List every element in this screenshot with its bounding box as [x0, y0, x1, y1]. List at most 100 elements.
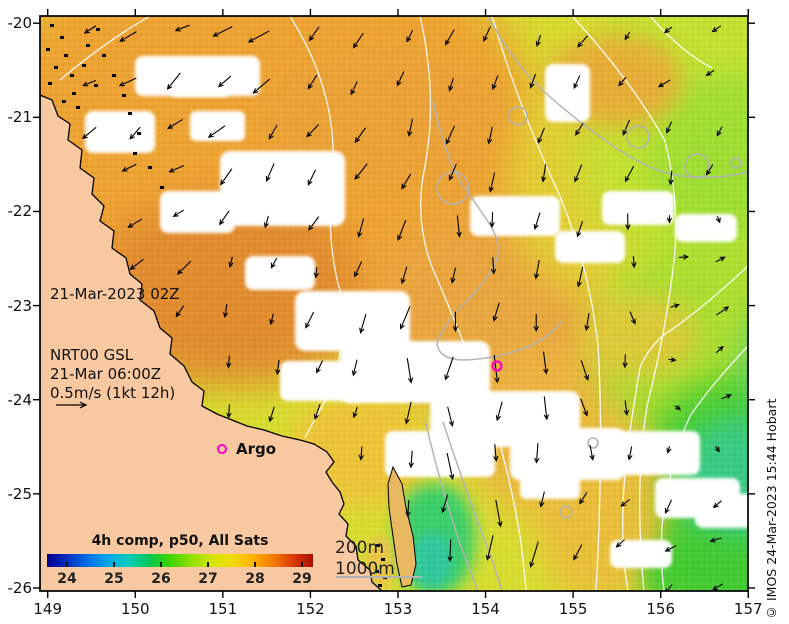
current-vector-arrow	[674, 405, 682, 411]
current-vector-arrow	[269, 313, 275, 326]
current-vector-arrow	[407, 118, 413, 137]
current-vector-arrow	[716, 126, 723, 137]
x-tick-label: 151	[208, 600, 238, 618]
x-tick-label: 154	[471, 600, 500, 618]
islet	[60, 36, 64, 39]
current-vector-arrow	[401, 173, 412, 190]
current-vector-arrow	[226, 355, 232, 369]
current-vector-arrow	[721, 394, 732, 400]
current-vector-arrow	[624, 165, 635, 183]
current-vector-arrow	[489, 212, 495, 229]
current-vector-arrow	[573, 544, 583, 561]
current-vector-arrow	[268, 406, 275, 423]
current-vector-arrow	[666, 215, 672, 224]
current-vector-arrow	[351, 359, 358, 377]
current-vector-arrow	[629, 311, 636, 325]
y-tick-label: -20	[7, 14, 33, 33]
current-vector-arrow	[247, 30, 270, 43]
current-vector-arrow	[668, 357, 677, 363]
current-vector-arrow	[657, 79, 671, 88]
ssh-contour-line	[491, 16, 602, 591]
current-vector-arrow	[576, 266, 584, 288]
current-vector-arrow	[357, 218, 365, 238]
current-vector-arrow	[492, 302, 500, 322]
current-vector-arrow	[308, 26, 320, 42]
current-vector-arrow	[456, 215, 462, 238]
y-tick-label: -21	[7, 108, 33, 127]
x-tick-label: 149	[33, 600, 62, 618]
current-vector-arrow	[580, 360, 589, 381]
current-vector-arrow	[207, 125, 226, 138]
current-vector-arrow	[445, 125, 455, 145]
islet	[76, 106, 80, 109]
current-vector-arrow	[573, 75, 581, 90]
current-vector-arrow	[543, 396, 549, 421]
colorbar-tick-mark	[66, 562, 68, 567]
current-vector-arrow	[541, 164, 547, 183]
y-tick-label: -25	[7, 484, 33, 503]
current-vector-arrow	[307, 74, 318, 90]
current-vector-arrow	[537, 127, 545, 144]
current-vector-arrow	[543, 351, 549, 375]
islet	[148, 166, 152, 169]
current-vector-arrow	[405, 500, 411, 518]
y-tick-label: -26	[7, 578, 33, 597]
current-vector-arrow	[665, 584, 673, 591]
depth-contour-1000m-label: 1000m	[335, 559, 395, 579]
current-vector-arrow	[618, 76, 627, 87]
model-time-label: 21-Mar 06:00Z	[50, 365, 162, 383]
current-vector-arrow	[495, 401, 503, 422]
current-vector-arrow	[406, 357, 414, 384]
current-vector-arrow	[313, 267, 319, 279]
current-vector-arrow	[308, 216, 320, 231]
current-vector-arrow	[121, 163, 137, 172]
x-tick-label: 150	[120, 600, 150, 618]
current-vector-arrow	[445, 29, 455, 46]
current-vector-arrow	[228, 256, 234, 269]
current-vector-arrow	[307, 169, 316, 186]
current-vector-arrow	[354, 261, 362, 278]
current-vector-arrow	[575, 123, 584, 136]
islet	[46, 48, 50, 51]
current-vector-arrow	[305, 311, 315, 329]
colorbar-tick-mark	[254, 562, 256, 567]
current-vector-arrow	[168, 165, 185, 173]
map-plot-area: 21-Mar-2023 02Z NRT00 GSL 21-Mar 06:00Z …	[40, 16, 748, 591]
current-vector-arrow	[705, 69, 715, 76]
current-vector-arrow	[666, 121, 672, 134]
current-vector-arrow	[715, 216, 721, 224]
ssh-contour-line	[660, 345, 748, 591]
current-vector-arrow	[533, 313, 539, 332]
current-vector-arrow	[574, 164, 583, 183]
colorbar-tick-label: 24	[57, 571, 77, 587]
current-vector-arrow	[406, 30, 413, 43]
current-vector-arrow	[711, 25, 722, 33]
vector-scale-label: 0.5m/s (1kt 12h)	[50, 384, 176, 402]
current-vector-arrow	[535, 34, 541, 47]
current-vector-arrow	[275, 360, 281, 376]
current-vector-arrow	[176, 260, 192, 275]
islet	[86, 44, 90, 47]
current-vector-arrow	[118, 77, 137, 87]
current-vector-arrow	[82, 80, 97, 87]
islet	[122, 94, 126, 97]
current-vector-arrow	[306, 124, 319, 138]
current-vector-arrow	[450, 267, 457, 284]
current-vector-arrow	[625, 213, 631, 231]
argo-float-marker	[491, 360, 503, 372]
current-vector-arrow	[83, 25, 97, 34]
current-vector-arrow	[670, 303, 680, 309]
islet	[94, 84, 98, 87]
current-vector-arrow	[174, 24, 190, 32]
current-vector-arrow	[358, 446, 364, 461]
islet	[96, 28, 100, 31]
current-vector-arrow	[175, 305, 185, 318]
current-vector-arrow	[217, 75, 232, 88]
current-vector-arrow	[712, 500, 722, 509]
copyright-text: © IMOS 24-Mar-2023 15:44 Hobart	[764, 398, 779, 620]
current-vector-arrow	[270, 257, 278, 269]
current-vector-arrow	[715, 345, 724, 354]
ssh-contour-line	[289, 16, 344, 439]
